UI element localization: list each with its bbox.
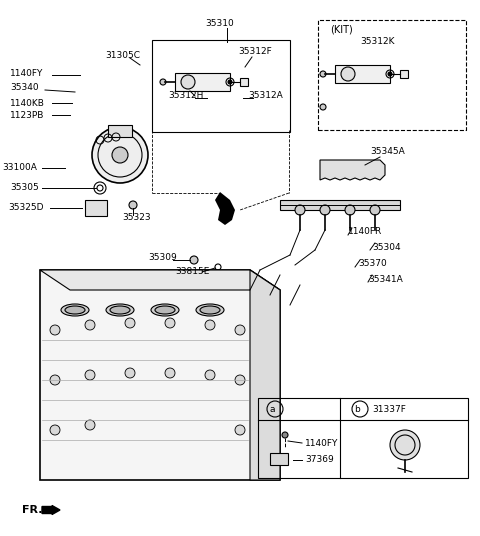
Bar: [175, 73, 230, 91]
Bar: [280, 200, 400, 210]
Bar: [240, 78, 248, 86]
Polygon shape: [215, 192, 235, 225]
Circle shape: [181, 75, 195, 89]
Circle shape: [85, 370, 95, 380]
Ellipse shape: [61, 304, 89, 316]
Circle shape: [125, 318, 135, 328]
Text: 35312A: 35312A: [248, 92, 283, 101]
Circle shape: [92, 127, 148, 183]
Text: FR.: FR.: [22, 505, 43, 515]
Circle shape: [320, 104, 326, 110]
Bar: [318, 20, 466, 130]
Circle shape: [125, 368, 135, 378]
Text: 35309: 35309: [148, 254, 177, 263]
Text: 35345A: 35345A: [370, 147, 405, 157]
Text: 1123PB: 1123PB: [10, 110, 44, 120]
Bar: [335, 65, 390, 83]
Text: 33100A: 33100A: [2, 163, 37, 173]
Circle shape: [341, 67, 355, 81]
Polygon shape: [320, 160, 385, 180]
Text: b: b: [354, 405, 360, 413]
Circle shape: [205, 370, 215, 380]
Text: 1140FY: 1140FY: [305, 438, 338, 448]
Text: 35312H: 35312H: [168, 92, 204, 101]
Bar: [258, 398, 468, 478]
Circle shape: [50, 325, 60, 335]
Ellipse shape: [200, 306, 220, 314]
Bar: [400, 70, 408, 78]
Text: 35304: 35304: [372, 242, 401, 251]
Text: (KIT): (KIT): [330, 25, 353, 35]
Bar: [85, 200, 107, 216]
Text: 35305: 35305: [10, 183, 39, 192]
Circle shape: [160, 79, 166, 85]
Text: 37369: 37369: [305, 456, 334, 465]
Text: 35312F: 35312F: [238, 48, 272, 56]
Bar: [108, 125, 132, 137]
Ellipse shape: [155, 306, 175, 314]
Text: 1140FR: 1140FR: [348, 227, 382, 236]
Text: 35312K: 35312K: [360, 38, 395, 47]
Circle shape: [129, 201, 137, 209]
Circle shape: [205, 320, 215, 330]
Circle shape: [190, 256, 198, 264]
Ellipse shape: [110, 306, 130, 314]
Circle shape: [85, 320, 95, 330]
Polygon shape: [40, 270, 280, 480]
Circle shape: [370, 205, 380, 215]
Text: 1140KB: 1140KB: [10, 99, 45, 108]
Text: 1140FY: 1140FY: [10, 69, 43, 78]
FancyArrow shape: [42, 505, 60, 515]
Circle shape: [165, 368, 175, 378]
Text: 35325D: 35325D: [8, 204, 44, 212]
Text: 35323: 35323: [122, 213, 151, 222]
Circle shape: [320, 205, 330, 215]
Text: a: a: [269, 405, 275, 413]
Ellipse shape: [65, 306, 85, 314]
Circle shape: [345, 205, 355, 215]
Circle shape: [165, 318, 175, 328]
Circle shape: [282, 432, 288, 438]
Text: 31337F: 31337F: [372, 405, 406, 413]
Circle shape: [112, 147, 128, 163]
Polygon shape: [40, 270, 280, 290]
Text: 35341A: 35341A: [368, 274, 403, 284]
Circle shape: [320, 71, 326, 77]
Circle shape: [295, 205, 305, 215]
Bar: [152, 40, 290, 132]
Circle shape: [228, 80, 232, 84]
Circle shape: [85, 420, 95, 430]
Circle shape: [235, 425, 245, 435]
Ellipse shape: [196, 304, 224, 316]
Circle shape: [50, 425, 60, 435]
Text: 35310: 35310: [205, 19, 234, 27]
Circle shape: [235, 325, 245, 335]
Circle shape: [235, 375, 245, 385]
Text: 35340: 35340: [10, 84, 38, 93]
Text: 35370: 35370: [358, 259, 387, 269]
Polygon shape: [250, 270, 280, 480]
Bar: [270, 453, 288, 465]
Text: 31305C: 31305C: [105, 50, 140, 59]
Ellipse shape: [151, 304, 179, 316]
Circle shape: [50, 375, 60, 385]
Text: 33815E: 33815E: [175, 267, 209, 277]
Ellipse shape: [106, 304, 134, 316]
Circle shape: [388, 72, 392, 76]
Circle shape: [390, 430, 420, 460]
